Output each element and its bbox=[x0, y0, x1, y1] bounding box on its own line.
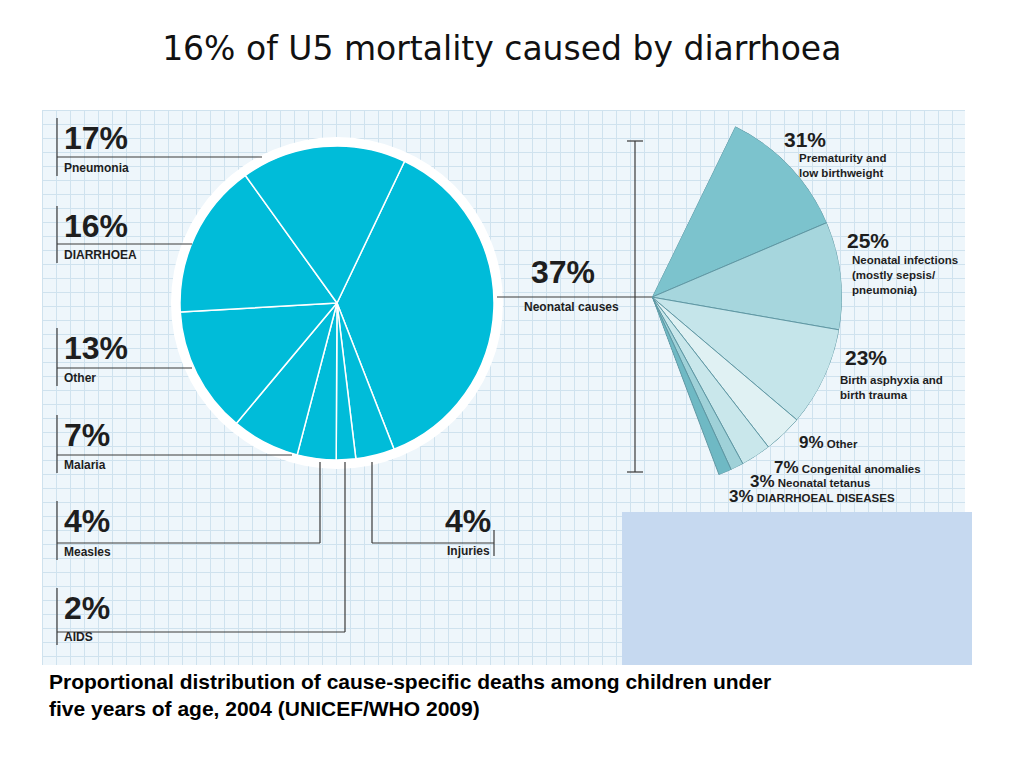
svg-text:13%: 13% bbox=[64, 330, 128, 366]
svg-text:Birth asphyxia andbirth trauma: Birth asphyxia andbirth trauma bbox=[840, 374, 943, 401]
svg-text:4%: 4% bbox=[64, 503, 110, 539]
svg-text:Malaria: Malaria bbox=[64, 458, 106, 472]
svg-text:7%: 7% bbox=[64, 417, 110, 453]
svg-text:Neonatal infections(mostly sep: Neonatal infections(mostly sepsis/pneumo… bbox=[852, 254, 958, 296]
svg-text:Neonatal causes: Neonatal causes bbox=[524, 300, 619, 314]
svg-text:16% of U5 mortality caused by: 16% of U5 mortality caused by diarrhoea bbox=[162, 29, 841, 68]
svg-text:17%: 17% bbox=[64, 120, 128, 156]
svg-text:25%: 25% bbox=[847, 229, 889, 252]
svg-text:9% Other: 9% Other bbox=[799, 433, 858, 452]
svg-text:4%: 4% bbox=[445, 503, 491, 539]
svg-text:16%: 16% bbox=[64, 208, 128, 244]
svg-text:Prematurity andlow birthweight: Prematurity andlow birthweight bbox=[799, 152, 887, 179]
svg-text:Other: Other bbox=[64, 371, 96, 385]
svg-text:23%: 23% bbox=[845, 346, 887, 369]
svg-text:2%: 2% bbox=[64, 590, 110, 626]
svg-text:Pneumonia: Pneumonia bbox=[64, 161, 129, 175]
svg-text:DIARRHOEA: DIARRHOEA bbox=[64, 248, 137, 262]
svg-text:3% DIARRHOEAL DISEASES: 3% DIARRHOEAL DISEASES bbox=[729, 487, 895, 506]
svg-text:AIDS: AIDS bbox=[64, 630, 93, 644]
svg-text:Measles: Measles bbox=[64, 545, 111, 559]
svg-text:Injuries: Injuries bbox=[447, 544, 490, 558]
svg-text:37%: 37% bbox=[531, 254, 595, 290]
svg-text:31%: 31% bbox=[784, 128, 826, 151]
svg-text:Proportional distribution of c: Proportional distribution of cause-speci… bbox=[49, 670, 771, 720]
svg-text:7% Congenital anomalies: 7% Congenital anomalies bbox=[774, 458, 921, 477]
svg-text:3% Neonatal tetanus: 3% Neonatal tetanus bbox=[750, 472, 870, 491]
